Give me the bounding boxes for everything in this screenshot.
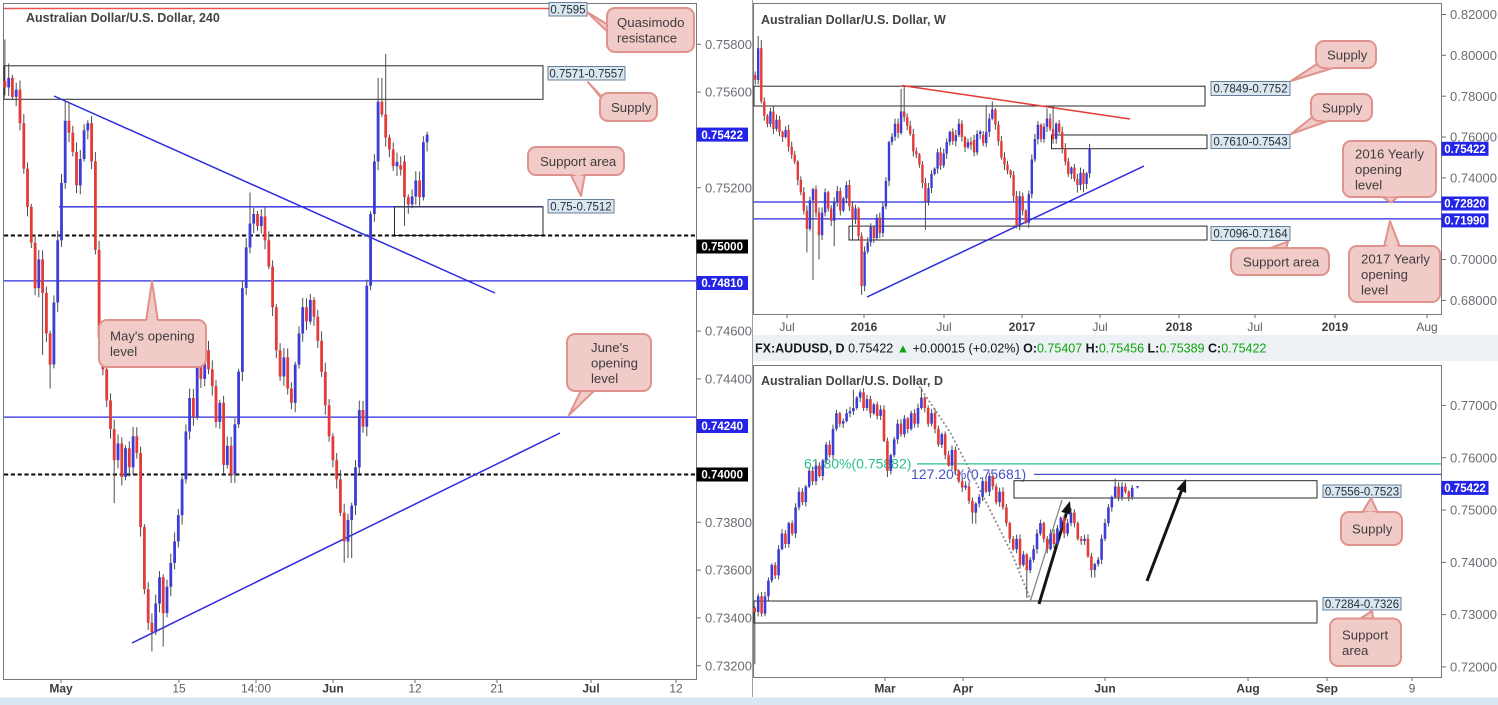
svg-text:opening: opening — [591, 355, 638, 370]
svg-text:May: May — [49, 682, 73, 696]
svg-text:opening: opening — [1355, 162, 1402, 177]
svg-text:0.73400: 0.73400 — [705, 611, 752, 626]
svg-text:Jun: Jun — [1094, 682, 1115, 696]
svg-text:0.74600: 0.74600 — [705, 324, 752, 339]
svg-text:FX:AUDUSD, D 0.75422 ▲ +0.000: FX:AUDUSD, D 0.75422 ▲ +0.00015 (+0.02%)… — [755, 342, 1266, 356]
svg-text:0.82000: 0.82000 — [1450, 7, 1497, 22]
svg-text:9: 9 — [1409, 682, 1416, 696]
svg-text:0.76000: 0.76000 — [1450, 130, 1497, 145]
svg-text:0.75000: 0.75000 — [1450, 503, 1497, 518]
svg-text:Jul: Jul — [1092, 320, 1107, 334]
svg-text:Quasimodo: Quasimodo — [617, 15, 684, 30]
svg-text:0.77000: 0.77000 — [1450, 398, 1497, 413]
svg-text:0.7610-0.7543: 0.7610-0.7543 — [1213, 137, 1287, 149]
svg-text:Support: Support — [1342, 627, 1389, 642]
svg-text:Support area: Support area — [1243, 254, 1320, 269]
svg-text:level: level — [110, 344, 137, 359]
svg-text:Jul: Jul — [1247, 320, 1262, 334]
svg-text:Sep: Sep — [1316, 682, 1338, 696]
svg-text:Jul: Jul — [936, 320, 951, 334]
svg-text:opening: opening — [1361, 267, 1408, 282]
svg-text:level: level — [1355, 177, 1382, 192]
svg-text:0.70000: 0.70000 — [1450, 252, 1497, 267]
svg-text:0.7849-0.7752: 0.7849-0.7752 — [1213, 84, 1287, 96]
svg-text:Jul: Jul — [779, 320, 794, 334]
svg-text:0.74810: 0.74810 — [701, 278, 743, 290]
svg-text:12: 12 — [669, 682, 683, 696]
svg-text:Aug: Aug — [1236, 682, 1259, 696]
svg-text:Supply: Supply — [611, 100, 652, 115]
svg-text:Supply: Supply — [1327, 47, 1368, 62]
svg-text:0.75422: 0.75422 — [701, 130, 743, 142]
svg-text:0.74000: 0.74000 — [701, 470, 743, 482]
svg-text:level: level — [1361, 282, 1388, 297]
svg-text:0.75600: 0.75600 — [705, 85, 752, 100]
svg-text:2016: 2016 — [851, 320, 878, 334]
svg-text:15: 15 — [172, 682, 186, 696]
svg-text:June's: June's — [591, 340, 629, 355]
svg-text:0.74240: 0.74240 — [701, 421, 743, 433]
svg-text:0.73600: 0.73600 — [705, 563, 752, 578]
svg-text:0.75800: 0.75800 — [705, 37, 752, 52]
svg-text:0.7556-0.7523: 0.7556-0.7523 — [1325, 486, 1399, 498]
svg-text:0.74400: 0.74400 — [705, 372, 752, 387]
svg-text:0.75-0.7512: 0.75-0.7512 — [550, 201, 611, 213]
svg-text:Australian Dollar/U.S. Dollar,: Australian Dollar/U.S. Dollar, 240 — [26, 11, 220, 25]
svg-text:0.7096-0.7164: 0.7096-0.7164 — [1213, 229, 1288, 241]
svg-text:2017: 2017 — [1009, 320, 1036, 334]
svg-text:21: 21 — [490, 682, 504, 696]
svg-text:level: level — [591, 371, 618, 386]
svg-text:area: area — [1342, 643, 1369, 658]
svg-text:0.72000: 0.72000 — [1450, 660, 1497, 675]
svg-text:Jul: Jul — [582, 682, 599, 696]
svg-text:Support area: Support area — [540, 154, 617, 169]
svg-text:0.78000: 0.78000 — [1450, 89, 1497, 104]
svg-text:0.80000: 0.80000 — [1450, 48, 1497, 63]
svg-text:0.7284-0.7326: 0.7284-0.7326 — [1325, 599, 1399, 611]
svg-text:14:00: 14:00 — [241, 682, 271, 696]
svg-text:0.71990: 0.71990 — [1444, 216, 1486, 228]
svg-text:Mar: Mar — [874, 682, 896, 696]
svg-text:Australian Dollar/U.S. Dollar,: Australian Dollar/U.S. Dollar, W — [761, 13, 946, 27]
svg-text:0.75200: 0.75200 — [705, 180, 752, 195]
svg-text:0.74000: 0.74000 — [1450, 555, 1497, 570]
svg-text:12: 12 — [408, 682, 422, 696]
svg-text:0.72820: 0.72820 — [1444, 199, 1486, 211]
svg-text:61.80%(0.75882): 61.80%(0.75882) — [804, 455, 911, 471]
svg-text:0.73200: 0.73200 — [705, 658, 752, 673]
svg-text:2018: 2018 — [1166, 320, 1193, 334]
svg-text:0.75422: 0.75422 — [1444, 144, 1486, 156]
svg-text:0.75422: 0.75422 — [1444, 483, 1486, 495]
svg-text:0.75000: 0.75000 — [701, 242, 743, 254]
svg-text:2017 Yearly: 2017 Yearly — [1361, 251, 1430, 266]
svg-text:resistance: resistance — [617, 31, 677, 46]
svg-text:2019: 2019 — [1322, 320, 1349, 334]
svg-text:0.7595: 0.7595 — [550, 4, 585, 16]
svg-text:Jun: Jun — [322, 682, 343, 696]
svg-text:Australian Dollar/U.S. Dollar,: Australian Dollar/U.S. Dollar, D — [761, 374, 943, 388]
svg-text:0.68000: 0.68000 — [1450, 293, 1497, 308]
svg-text:0.73800: 0.73800 — [705, 515, 752, 530]
svg-text:Aug: Aug — [1416, 320, 1437, 334]
svg-text:0.73000: 0.73000 — [1450, 607, 1497, 622]
svg-text:0.74000: 0.74000 — [1450, 171, 1497, 186]
svg-text:2016 Yearly: 2016 Yearly — [1355, 146, 1424, 161]
svg-text:0.7571-0.7557: 0.7571-0.7557 — [549, 68, 623, 80]
svg-text:0.76000: 0.76000 — [1450, 450, 1497, 465]
svg-text:127.20%(0.75681): 127.20%(0.75681) — [911, 466, 1026, 482]
svg-text:Supply: Supply — [1352, 521, 1393, 536]
svg-text:Supply: Supply — [1322, 100, 1363, 115]
svg-text:Apr: Apr — [953, 682, 974, 696]
svg-text:May's opening: May's opening — [110, 329, 195, 344]
